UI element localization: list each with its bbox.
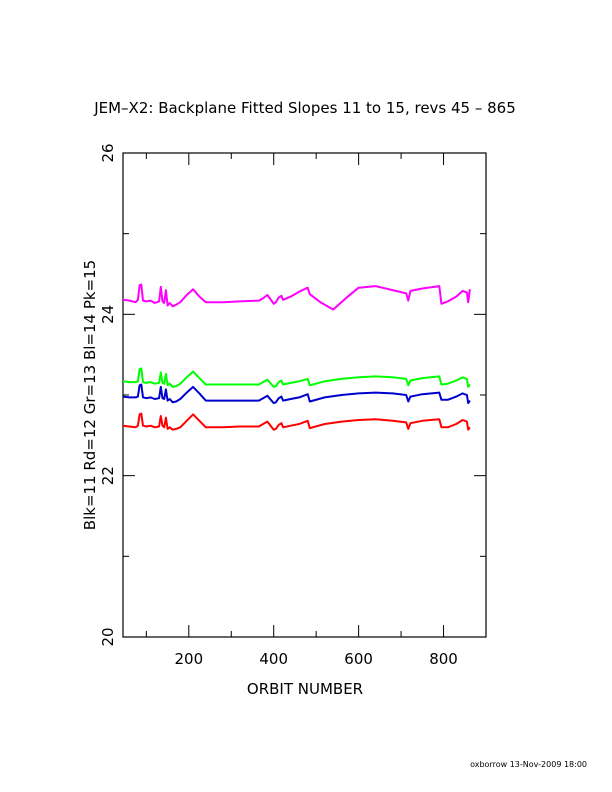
- x-tick-label: 800: [429, 650, 458, 668]
- y-tick-label: 26: [99, 143, 117, 162]
- x-tick-label: 200: [174, 650, 203, 668]
- series-line-4: [122, 283, 471, 311]
- series-line-1: [122, 412, 471, 431]
- x-tick-label: 400: [259, 650, 288, 668]
- y-tick-label: 24: [99, 305, 117, 324]
- axis-ticks: [123, 152, 486, 638]
- series-line-3: [122, 367, 471, 388]
- x-axis-label: ORBIT NUMBER: [247, 680, 363, 698]
- y-tick-label: 20: [99, 627, 117, 646]
- y-axis-label: Blk=11 Rd=12 Gr=13 Bl=14 Pk=15: [81, 260, 99, 530]
- chart-title: JEM–X2: Backplane Fitted Slopes 11 to 15…: [93, 99, 516, 117]
- series-lines: [122, 283, 471, 431]
- y-tick-label: 22: [99, 466, 117, 485]
- x-tick-label: 600: [344, 650, 373, 668]
- axis-tick-labels: 200 400 600 800 20 22 24 26: [99, 143, 458, 668]
- series-line-2: [122, 383, 471, 405]
- footer-stamp: oxborrow 13-Nov-2009 18:00: [470, 760, 587, 769]
